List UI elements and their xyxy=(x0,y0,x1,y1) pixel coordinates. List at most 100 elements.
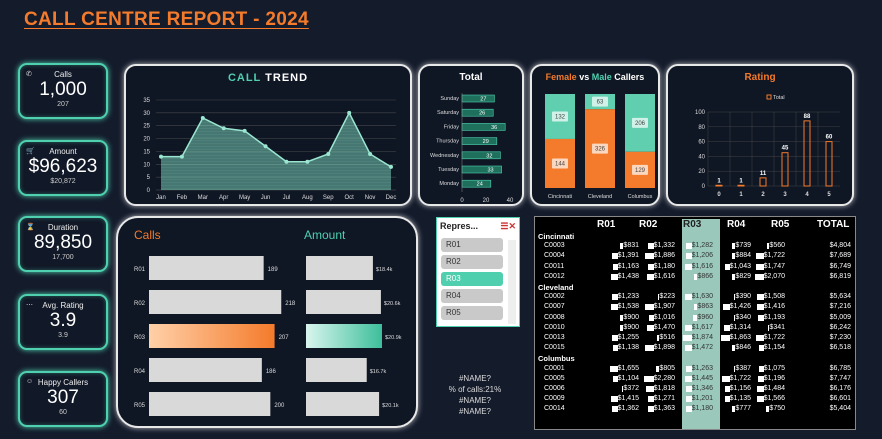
calls-bar xyxy=(149,392,271,416)
x-tick-label: Jun xyxy=(261,195,271,201)
pivot-table: R01 R02 R03 R04 R05 TOTAL Cincinnati C0003 $831 $… xyxy=(534,216,856,430)
total-bar xyxy=(461,108,494,117)
amount-bar xyxy=(306,358,367,382)
table-row: C0013 $1,255 $516 $1,874 $1,863 $1,722 $7,230 xyxy=(535,334,857,344)
x-tick-label: Oct xyxy=(345,195,355,201)
table-cell: $1,314 xyxy=(723,324,751,331)
data-bar xyxy=(655,365,660,372)
slicer-scrollbar[interactable] xyxy=(508,240,516,324)
customer-id: C0001 xyxy=(544,364,565,372)
trend-point xyxy=(242,128,247,133)
table-cell: $1,566 xyxy=(756,395,785,403)
call-trend-chart: 0 5 10 15 20 25 30 35 Jan Feb Mar Apr May Jun Jul Aug Se… xyxy=(143,98,396,201)
table-cell: $516 xyxy=(657,334,675,341)
table-cell: $1,233 xyxy=(612,293,639,301)
data-bar xyxy=(612,375,618,382)
table-cell: $7,747 xyxy=(829,374,851,382)
y-tick-label: 0 xyxy=(147,188,151,194)
y-tick-label: 0 xyxy=(702,184,706,190)
table-cell: $6,785 xyxy=(829,364,851,372)
x-tick-label: Jan xyxy=(156,195,166,201)
slicer-item-r05[interactable]: R05 xyxy=(441,306,503,320)
data-bar xyxy=(757,294,764,301)
amount-bar xyxy=(306,290,381,314)
bar-value: 11 xyxy=(760,171,767,177)
bar-value: 1 xyxy=(739,178,743,184)
table-cell: $2,070 xyxy=(754,273,785,280)
day-label: Sunday xyxy=(440,96,459,102)
data-bar xyxy=(756,335,764,341)
table-cell: $1,255 xyxy=(612,334,639,341)
table-cell: $1,616 xyxy=(684,263,713,270)
kpi-value: 89,850 xyxy=(33,232,93,253)
kpi-label: Duration xyxy=(47,223,79,232)
day-label: Monday xyxy=(439,181,459,187)
smiley-icon: ☺ xyxy=(26,378,34,385)
calls-amount-panel: Calls Amount R01 189 $18.4k R02 218 $20.6k R03… xyxy=(116,216,418,428)
data-bar xyxy=(612,263,618,270)
bar-value: 27 xyxy=(480,97,486,103)
page-title: CALL CENTRE REPORT - 2024 xyxy=(24,9,309,30)
table-row: C0004 $1,391 $1,886 $1,206 $884 $1,722 $7,689 xyxy=(535,252,857,262)
calls-bar xyxy=(149,324,275,348)
table-cell: $1,616 xyxy=(646,273,675,280)
data-bar xyxy=(657,335,660,341)
data-bar xyxy=(732,243,736,250)
x-tick-label: 3 xyxy=(783,192,787,198)
x-tick-label: Apr xyxy=(219,195,228,201)
table-cell: $4,804 xyxy=(829,242,851,250)
data-bar xyxy=(612,294,618,301)
table-header: R01 xyxy=(597,219,616,230)
data-bar xyxy=(611,396,618,403)
customer-id: C0015 xyxy=(544,344,565,352)
gender-title: Female vs Male Callers xyxy=(532,72,658,82)
table-cell: $960 xyxy=(693,314,713,321)
title-part: Male xyxy=(591,72,612,82)
y-tick-label: 25 xyxy=(143,124,150,130)
rating-bar xyxy=(759,177,767,187)
day-label: Tuesday xyxy=(438,167,459,173)
data-bar xyxy=(721,335,730,341)
bar-value: 1 xyxy=(717,178,721,184)
customer-id: C0003 xyxy=(544,242,565,250)
data-bar xyxy=(725,263,730,270)
representative-slicer[interactable]: Repres... ☰✕ R01 R02 R03 R04 R05 xyxy=(436,217,520,327)
calls-value: 218 xyxy=(285,301,296,307)
data-bar xyxy=(724,396,730,403)
data-bar xyxy=(767,243,770,250)
y-tick-label: 100 xyxy=(695,110,706,116)
x-tick-label: 5 xyxy=(827,192,831,198)
data-bar xyxy=(723,304,730,311)
y-tick-label: 10 xyxy=(143,162,150,168)
table-row: C0011 $1,163 $1,180 $1,616 $1,043 $1,747 $6,74… xyxy=(535,263,857,273)
slicer-item-r01[interactable]: R01 xyxy=(441,238,503,252)
table-row: C0009 $1,415 $1,271 $1,201 $1,135 $1,566 $6,60… xyxy=(535,395,857,405)
data-bar xyxy=(645,253,654,260)
calls-value: 189 xyxy=(268,267,279,273)
table-cell: $372 xyxy=(621,385,639,392)
data-bar xyxy=(610,304,618,311)
group-label: Cincinnati xyxy=(538,232,575,241)
table-cell: $1,346 xyxy=(685,385,713,392)
clear-filter-icon[interactable]: ☰✕ xyxy=(500,221,516,231)
slicer-item-r03[interactable]: R03 xyxy=(441,272,503,286)
slicer-item-r04[interactable]: R04 xyxy=(441,289,503,303)
table-header: R03 xyxy=(683,219,702,230)
kpi-duration-card: ⌛ Duration 89,850 17,700 xyxy=(18,216,108,272)
data-bar xyxy=(693,273,698,280)
data-bar xyxy=(649,314,654,321)
customer-id: C0011 xyxy=(544,262,565,270)
calls-value: 200 xyxy=(274,403,285,409)
data-bar xyxy=(619,324,624,331)
hourglass-icon: ⌛ xyxy=(26,224,35,231)
total-bar xyxy=(461,151,501,160)
slicer-item-r02[interactable]: R02 xyxy=(441,255,503,269)
rating-bar xyxy=(715,184,723,187)
table-cell: $1,886 xyxy=(645,252,675,260)
kpi-subvalue: $20,872 xyxy=(50,178,76,185)
kpi-subvalue: 60 xyxy=(59,409,67,416)
table-cell: $223 xyxy=(658,293,675,301)
table-cell: $1,043 xyxy=(725,263,751,270)
table-cell: $1,104 xyxy=(612,375,639,382)
customer-id: C0008 xyxy=(544,313,565,321)
